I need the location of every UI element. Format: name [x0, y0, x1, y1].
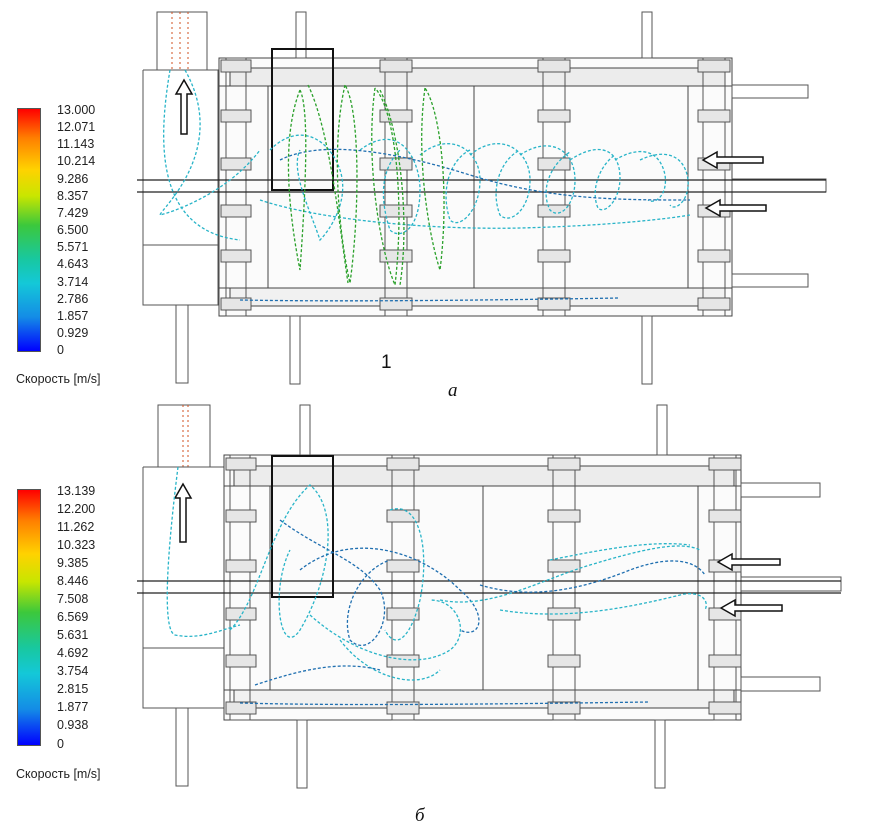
colorbar-tick: 9.286 — [57, 172, 89, 186]
colorbar-tick: 11.143 — [57, 137, 95, 151]
colorbar-tick: 3.714 — [57, 275, 89, 289]
inlet-pipe — [156, 11, 208, 71]
colorbar-tick: 12.200 — [57, 502, 96, 516]
outlet-pipes — [731, 84, 827, 288]
separator-streamline-diagram — [137, 404, 842, 789]
streamlines — [159, 69, 691, 302]
colorbar-tick: 13.000 — [57, 103, 96, 117]
highlight-region — [271, 455, 334, 598]
vessel-body — [218, 57, 733, 317]
outlet-arrows — [716, 552, 783, 618]
inflow-arrow — [174, 78, 194, 135]
colorbar-tick: 7.508 — [57, 592, 89, 606]
colorbar-tick: 4.643 — [57, 257, 89, 271]
colorbar-tick: 9.385 — [57, 556, 89, 570]
flange-columns — [225, 454, 742, 721]
colorbar-tick: 8.446 — [57, 574, 89, 588]
colorbar-tick: 8.357 — [57, 189, 89, 203]
inflow-arrow — [173, 482, 193, 543]
central-shaft — [137, 580, 841, 594]
inlet-pipe — [157, 404, 211, 468]
colorbar-tick: 1.877 — [57, 700, 89, 714]
panel-b: 13.139 12.200 11.262 10.323 9.385 8.446 … — [0, 400, 874, 833]
colorbar-tick: 5.631 — [57, 628, 89, 642]
colorbar-tick: 5.571 — [57, 240, 89, 254]
colorbar-tick: 0 — [57, 343, 64, 357]
colorbar-tick: 10.323 — [57, 538, 96, 552]
colorbar-tick: 6.500 — [57, 223, 89, 237]
colorbar-tick: 11.262 — [57, 520, 95, 534]
colorbar-tick: 4.692 — [57, 646, 89, 660]
colorbar-tick: 2.786 — [57, 292, 89, 306]
colorbar-tick: 0.929 — [57, 326, 89, 340]
colorbar-tick: 12.071 — [57, 120, 96, 134]
support-legs — [289, 11, 653, 385]
panel-caption: а — [448, 380, 458, 401]
colorbar-title: Скорость [m/s] — [16, 767, 101, 781]
velocity-colorbar — [17, 489, 41, 746]
colorbar-tick: 0.938 — [57, 718, 89, 732]
colorbar-tick: 3.754 — [57, 664, 89, 678]
colorbar-tick: 13.139 — [57, 484, 96, 498]
velocity-colorbar — [17, 108, 41, 352]
colorbar-title: Скорость [m/s] — [16, 372, 101, 386]
diagram-marker: 1 — [381, 352, 392, 373]
streamlines — [166, 466, 707, 706]
outlet-arrows — [701, 150, 767, 218]
colorbar-tick: 2.815 — [57, 682, 89, 696]
outlet-pipes — [740, 482, 842, 692]
panel-a: 13.000 12.071 11.143 10.214 9.286 8.357 … — [0, 0, 874, 405]
central-shaft — [137, 179, 826, 193]
separator-streamline-diagram — [137, 11, 827, 385]
colorbar-tick: 0 — [57, 737, 64, 751]
colorbar-tick: 7.429 — [57, 206, 89, 220]
colorbar-tick: 10.214 — [57, 154, 96, 168]
panel-caption: б — [415, 805, 425, 826]
colorbar-tick: 6.569 — [57, 610, 89, 624]
inlet-chamber — [142, 69, 219, 384]
vessel-body — [223, 454, 742, 721]
colorbar-tick: 1.857 — [57, 309, 89, 323]
